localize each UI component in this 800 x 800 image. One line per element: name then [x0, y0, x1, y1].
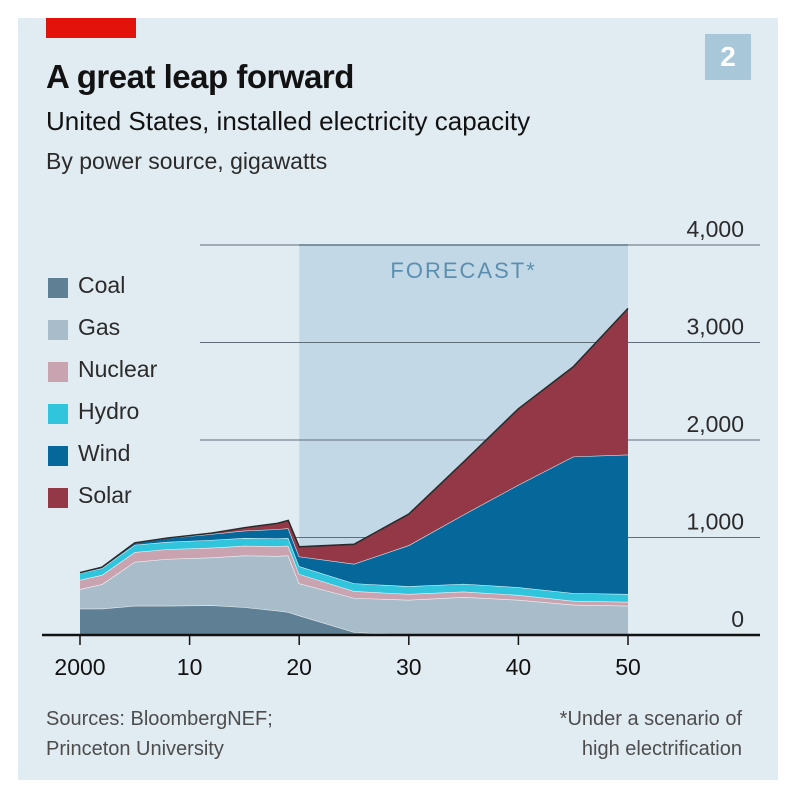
chart-units: By power source, gigawatts	[46, 148, 328, 174]
legend-swatch	[48, 404, 68, 424]
legend-label: Hydro	[78, 398, 140, 424]
x-tick-label: 10	[177, 654, 203, 680]
footnote-line-1: *Under a scenario of	[559, 708, 742, 730]
y-tick-label: 0	[731, 606, 744, 632]
legend-swatch	[48, 488, 68, 508]
chart-subtitle: United States, installed electricity cap…	[46, 106, 531, 136]
y-tick-label: 4,000	[686, 216, 744, 242]
legend-label: Solar	[78, 482, 132, 508]
x-tick-label: 30	[396, 654, 422, 680]
total-line	[79, 307, 629, 574]
x-tick-label: 40	[506, 654, 532, 680]
area-coal	[80, 605, 628, 635]
x-tick-label: 2000	[54, 654, 105, 680]
legend-label: Wind	[78, 440, 131, 466]
y-tick-label: 2,000	[686, 411, 744, 437]
legend-swatch	[48, 320, 68, 340]
legend-label: Coal	[78, 272, 126, 298]
legend-swatch	[48, 446, 68, 466]
area-nuclear	[80, 545, 628, 606]
chart-number-badge: 2	[705, 34, 751, 80]
legend-swatch	[48, 278, 68, 298]
area-solar	[80, 308, 628, 573]
chart-card: A great leap forward United States, inst…	[18, 18, 778, 780]
forecast-label: FORECAST*	[390, 258, 536, 283]
brand-tag	[46, 18, 136, 38]
chart-title: A great leap forward	[46, 58, 354, 95]
y-tick-label: 3,000	[686, 314, 744, 340]
source-note: Sources: BloombergNEF; Princeton Univers…	[46, 704, 273, 764]
x-tick-label: 20	[286, 654, 312, 680]
source-line-1: Sources: BloombergNEF;	[46, 708, 273, 730]
source-line-2: Princeton University	[46, 738, 224, 760]
area-wind	[80, 454, 628, 595]
legend-label: Gas	[78, 314, 121, 340]
y-tick-label: 1,000	[686, 509, 744, 535]
footnote-line-2: high electrification	[581, 738, 742, 760]
x-tick-label: 50	[615, 654, 641, 680]
footnote: *Under a scenario of high electrificatio…	[560, 704, 742, 764]
area-gas	[80, 555, 628, 635]
legend-swatch	[48, 362, 68, 382]
legend-label: Nuclear	[78, 356, 158, 382]
